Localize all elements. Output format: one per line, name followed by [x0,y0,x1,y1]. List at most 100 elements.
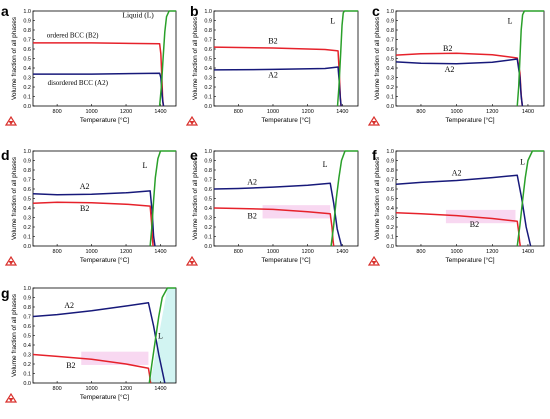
x-tick-label: 800 [416,109,425,115]
chart-panel-c: c 0.0 0.1 0.2 0.3 0.4 0.5 0.6 0.7 0.8 0.9 1.0 800 100… [367,3,545,126]
series-line-a2 [214,66,342,107]
y-tick-label: 0.6 [23,324,31,330]
x-axis-label: Temperature [°C] [261,116,310,124]
y-tick-label: 0.9 [204,19,212,25]
y-tick-label: 0.4 [23,66,31,72]
x-tick-label: 1000 [451,249,463,255]
y-tick-label: 0.8 [204,168,212,174]
y-axis-label: Volume fraction of all phases [11,293,18,377]
x-axis-label: Temperature [°C] [80,116,129,124]
x-tick-label: 1200 [302,249,314,255]
x-tick-label: 1400 [154,109,166,115]
panel-label-b: b [190,3,199,19]
y-tick-label: 0.2 [204,85,212,91]
annotation-label: L [323,160,328,169]
y-tick-label: 0.7 [386,38,394,44]
y-axis-label: Volume fraction of all phases [192,16,199,100]
y-tick-label: 0.8 [23,305,31,311]
annotation-label: A2 [64,301,74,310]
software-logo-icon-g [4,392,18,403]
series-line-liquid-l [158,10,176,107]
y-tick-label: 1.0 [23,9,31,15]
x-axis-label: Temperature [°C] [445,116,494,124]
x-axis-label: Temperature [°C] [80,393,129,401]
y-tick-label: 1.0 [386,9,394,15]
x-tick-label: 800 [53,249,62,255]
y-tick-label: 0.5 [23,334,31,340]
y-tick-label: 0.1 [204,95,212,101]
software-logo-icon-f [367,255,381,266]
y-tick-label: 0.9 [204,159,212,165]
y-tick-label: 0.3 [386,216,394,222]
annotation-label: B2 [443,44,452,53]
series-line-a2 [214,182,343,247]
y-tick-label: 0.5 [23,197,31,203]
annotation-label: A2 [268,71,278,80]
chart-panel-g: g 0.0 0.1 0.2 0.3 0.4 0.5 0.6 0.7 0.8 0.9 1.0 800 100… [1,285,177,403]
panel-label-d: d [1,147,10,163]
x-tick-label: 800 [416,249,425,255]
y-tick-label: 0.2 [386,225,394,231]
series-line-l [516,10,544,107]
panel-label-a: a [1,3,9,19]
chart-panel-b: b 0.0 0.1 0.2 0.3 0.4 0.5 0.6 0.7 0.8 0.9 1.0 800 100… [185,3,359,126]
y-tick-label: 0.8 [23,28,31,34]
software-logo-icon-a [4,115,18,126]
x-tick-label: 1400 [336,109,348,115]
annotation-label: A2 [80,182,90,191]
annotation-label: B2 [470,220,479,229]
x-tick-label: 1400 [336,249,348,255]
series-line-a2 [396,58,524,107]
y-tick-label: 0.9 [23,19,31,25]
x-axis-label: Temperature [°C] [261,256,310,264]
y-tick-label: 0.4 [204,206,212,212]
x-tick-label: 1000 [85,109,97,115]
x-tick-label: 1200 [486,249,498,255]
y-tick-label: 0.3 [23,353,31,359]
x-tick-label: 800 [53,386,62,392]
y-tick-label: 0.8 [386,168,394,174]
y-tick-label: 1.0 [386,149,394,155]
series-line-a2 [396,174,532,247]
y-tick-label: 1.0 [23,286,31,292]
y-tick-label: 1.0 [204,9,212,15]
y-tick-label: 0.6 [386,187,394,193]
y-tick-label: 0.2 [23,225,31,231]
x-tick-label: 1400 [522,249,534,255]
y-tick-label: 0.6 [204,47,212,53]
software-logo-icon-b [185,115,199,126]
y-tick-label: 0.4 [386,66,394,72]
annotation-label: B2 [80,204,89,213]
y-tick-label: 0.2 [23,362,31,368]
y-axis-label: Volume fraction of all phases [192,156,199,240]
series-line-l [330,150,358,247]
x-tick-label: 1400 [154,386,166,392]
x-tick-label: 1200 [120,109,132,115]
y-tick-label: 0.5 [204,197,212,203]
series-line-l [148,287,176,384]
series-line-l [149,150,176,247]
y-tick-label: 0.3 [204,216,212,222]
annotation-label: B2 [247,211,256,220]
annotation-label: B2 [66,361,75,370]
y-tick-label: 0.2 [23,85,31,91]
y-tick-label: 0.9 [23,296,31,302]
liquid-shaded-region [150,288,176,383]
y-tick-label: 0.4 [23,206,31,212]
series-line-b2 [33,201,154,247]
x-tick-label: 1400 [154,249,166,255]
y-axis-label: Volume fraction of all phases [374,16,381,100]
plot-frame [32,150,177,247]
y-tick-label: 1.0 [23,149,31,155]
chart-panel-d: d 0.0 0.1 0.2 0.3 0.4 0.5 0.6 0.7 0.8 0.9 1.0 800 100… [1,147,177,266]
b2-shaded-region [262,205,331,219]
y-tick-label: 0.9 [386,19,394,25]
x-tick-label: 1000 [267,109,279,115]
y-tick-label: 0.4 [23,343,31,349]
y-axis-label: Volume fraction of all phases [374,156,381,240]
y-tick-label: 0.1 [23,95,31,101]
annotation-label: L [508,16,513,25]
y-tick-label: 0.2 [204,225,212,231]
annotation-label: A2 [452,169,462,178]
y-tick-label: 0.0 [23,381,31,387]
